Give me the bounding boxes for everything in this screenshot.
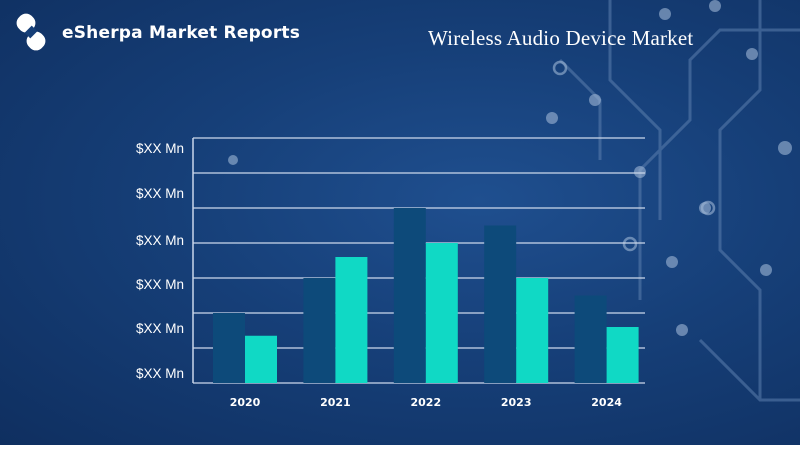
x-tick-labels: 2020 2021 2022 2023 2024 (230, 396, 623, 409)
bar-2023-series-1 (484, 225, 517, 383)
bar-2024-series-1 (574, 295, 607, 383)
brand-name: eSherpa Market Reports (62, 23, 301, 43)
bar-2020-series-2 (245, 335, 277, 383)
logo: eSherpa Market Reports (10, 10, 300, 56)
y-tick-labels: $XX Mn $XX Mn $XX Mn $XX Mn $XX Mn $XX Mn (136, 141, 184, 381)
page-title: Wireless Audio Device Market (428, 26, 694, 50)
bar-2021-series-1 (303, 278, 336, 383)
x-tick-label: 2021 (320, 396, 351, 409)
y-tick-label: $XX Mn (136, 277, 184, 292)
y-tick-label: $XX Mn (136, 233, 184, 248)
y-tick-label: $XX Mn (136, 366, 184, 381)
bar-2022-series-1 (393, 208, 426, 383)
x-tick-label: 2020 (230, 396, 261, 409)
bar-2023-series-2 (516, 278, 549, 383)
y-tick-label: $XX Mn (136, 141, 184, 156)
x-tick-label: 2023 (501, 396, 532, 409)
esherpa-logo-icon (16, 13, 46, 51)
bar-2022-series-2 (425, 243, 458, 383)
x-tick-label: 2022 (410, 396, 441, 409)
bar-2024-series-2 (606, 327, 639, 383)
bar-2021-series-2 (335, 257, 368, 383)
x-tick-label: 2024 (591, 396, 622, 409)
chart-bars (213, 208, 639, 383)
y-tick-label: $XX Mn (136, 186, 184, 201)
y-tick-label: $XX Mn (136, 321, 184, 336)
bar-2020-series-1 (213, 313, 245, 383)
